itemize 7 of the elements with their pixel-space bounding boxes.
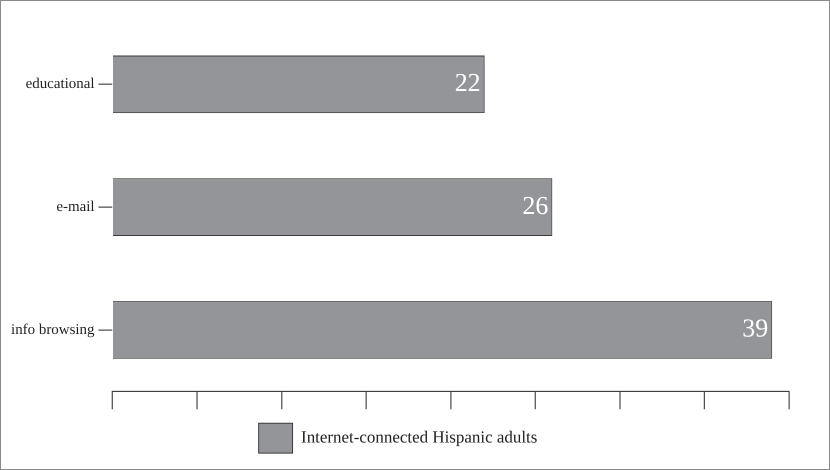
data-label: 39	[742, 314, 768, 343]
data-label: 22	[454, 68, 481, 98]
y-tick-label: info browsing	[11, 322, 96, 338]
data-label: 26	[522, 190, 548, 220]
y-tick-label: educational	[26, 76, 95, 92]
y-tick-label: e-mail	[56, 199, 95, 216]
legend-label: Internet-connected Hispanic adults	[301, 428, 538, 447]
